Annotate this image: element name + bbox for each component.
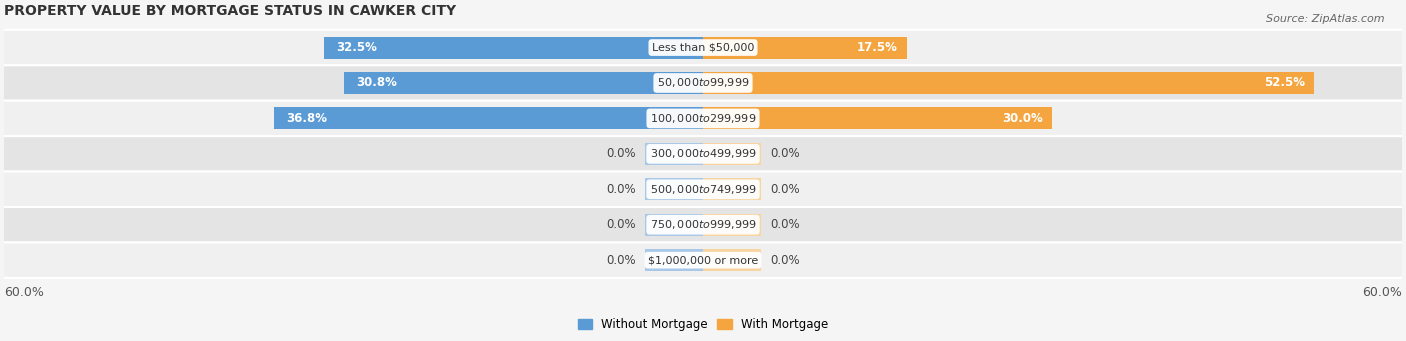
Text: 32.5%: 32.5% [336,41,377,54]
FancyBboxPatch shape [0,172,1406,207]
Text: $50,000 to $99,999: $50,000 to $99,999 [657,76,749,89]
FancyBboxPatch shape [0,242,1406,278]
Bar [645,214,703,236]
Text: 17.5%: 17.5% [856,41,897,54]
Text: 36.8%: 36.8% [285,112,328,125]
Text: Source: ZipAtlas.com: Source: ZipAtlas.com [1267,14,1385,24]
Text: 0.0%: 0.0% [606,147,636,160]
Bar [703,214,761,236]
Text: 0.0%: 0.0% [770,183,800,196]
Text: 60.0%: 60.0% [1362,286,1402,299]
Text: 0.0%: 0.0% [770,218,800,231]
Text: $300,000 to $499,999: $300,000 to $499,999 [650,147,756,160]
Bar [703,178,761,200]
Text: 30.0%: 30.0% [1002,112,1043,125]
Text: 0.0%: 0.0% [606,254,636,267]
Text: PROPERTY VALUE BY MORTGAGE STATUS IN CAWKER CITY: PROPERTY VALUE BY MORTGAGE STATUS IN CAW… [4,4,457,18]
Bar [703,143,761,165]
FancyBboxPatch shape [0,30,1406,65]
Text: 60.0%: 60.0% [4,286,44,299]
Text: $1,000,000 or more: $1,000,000 or more [648,255,758,265]
Bar [645,178,703,200]
Bar [344,72,703,94]
Bar [703,72,1315,94]
Text: $750,000 to $999,999: $750,000 to $999,999 [650,218,756,231]
FancyBboxPatch shape [0,207,1406,242]
Text: Less than $50,000: Less than $50,000 [652,43,754,53]
Bar [645,249,703,271]
FancyBboxPatch shape [0,101,1406,136]
Text: 0.0%: 0.0% [770,254,800,267]
Text: $100,000 to $299,999: $100,000 to $299,999 [650,112,756,125]
Bar [703,249,761,271]
Bar [703,107,1053,129]
Text: 0.0%: 0.0% [606,183,636,196]
Bar [703,36,907,59]
Bar [274,107,703,129]
FancyBboxPatch shape [0,136,1406,172]
Bar [645,143,703,165]
FancyBboxPatch shape [0,65,1406,101]
Legend: Without Mortgage, With Mortgage: Without Mortgage, With Mortgage [574,313,832,336]
Bar [325,36,703,59]
Text: 0.0%: 0.0% [770,147,800,160]
Text: 30.8%: 30.8% [356,76,396,89]
Text: 0.0%: 0.0% [606,218,636,231]
Text: 52.5%: 52.5% [1264,76,1305,89]
Text: $500,000 to $749,999: $500,000 to $749,999 [650,183,756,196]
